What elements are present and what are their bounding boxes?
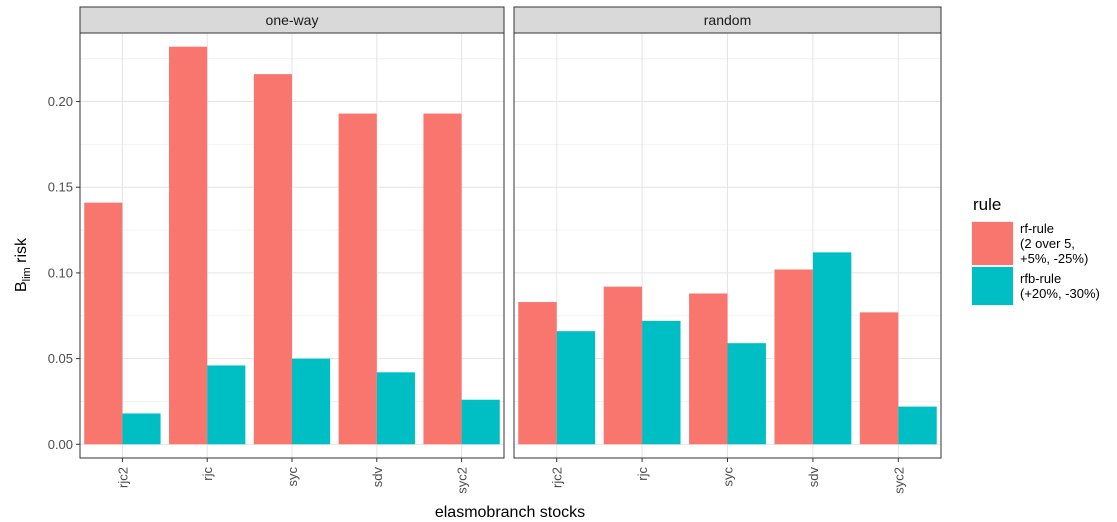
y-axis-title: Blim risk bbox=[13, 237, 33, 292]
x-tick-label: syc2 bbox=[891, 467, 906, 494]
x-axis-title: elasmobranch stocks bbox=[435, 504, 585, 521]
legend-title: rule bbox=[973, 195, 1001, 214]
y-tick-label: 0.20 bbox=[48, 94, 73, 109]
bar-rfb-syc2 bbox=[898, 406, 937, 445]
legend: rule rf-rule(2 over 5,+5%, -25%) rfb-rule… bbox=[971, 195, 1100, 306]
bar-rfb-syc2 bbox=[461, 399, 500, 445]
facet-strip bbox=[513, 6, 942, 34]
facet-strip-label: one-way bbox=[266, 12, 319, 28]
bar-rfb-sdv bbox=[812, 252, 852, 445]
bar-rf-sdv bbox=[338, 113, 377, 445]
bar-rfb-rjc bbox=[642, 320, 681, 445]
bar-rfb-sdv bbox=[376, 372, 415, 445]
bar-rfb-rjc2 bbox=[122, 413, 161, 445]
y-tick-label: 0.05 bbox=[48, 351, 73, 366]
legend-key-rf bbox=[972, 222, 1013, 265]
bar-rfb-rjc2 bbox=[556, 331, 596, 445]
bar-rfb-syc bbox=[292, 358, 331, 445]
y-axis-title-tail: risk bbox=[13, 237, 30, 267]
x-tick-label: rjc bbox=[635, 467, 650, 481]
facet-strip bbox=[79, 6, 505, 34]
x-tick-label: rjc bbox=[200, 467, 215, 481]
x-tick-label: rjc2 bbox=[115, 467, 130, 488]
bar-rf-rjc bbox=[603, 286, 643, 445]
x-tick-label: syc bbox=[285, 467, 300, 487]
bar-rf-sdv bbox=[774, 269, 813, 445]
y-axis-title-subscript: lim bbox=[21, 267, 33, 281]
bar-rf-rjc bbox=[169, 46, 208, 445]
bar-rf-syc2 bbox=[423, 113, 462, 445]
y-axis-title-main: B bbox=[13, 281, 30, 292]
legend-key-rfb bbox=[972, 267, 1013, 305]
bar-rf-syc bbox=[689, 293, 728, 445]
panel-random: random rjc2 rjc syc sdv syc2 bbox=[513, 6, 942, 494]
y-tick-label: 0.00 bbox=[48, 437, 73, 452]
legend-label-rf: rf-rule bbox=[1020, 221, 1054, 236]
x-tick-label: rjc2 bbox=[550, 467, 565, 488]
x-tick-label: sdv bbox=[806, 467, 821, 488]
bar-rf-rjc2 bbox=[518, 302, 557, 445]
bar-rf-syc bbox=[253, 74, 292, 445]
x-tick-label: sdv bbox=[370, 467, 385, 488]
legend-label-rfb: rfb-rule bbox=[1020, 271, 1061, 286]
x-tick-label: syc2 bbox=[455, 467, 470, 494]
x-tick-label: syc bbox=[721, 467, 736, 487]
legend-label-rfb: (+20%, -30%) bbox=[1020, 286, 1100, 301]
bar-rf-rjc2 bbox=[84, 202, 123, 445]
y-tick-label: 0.15 bbox=[48, 180, 73, 195]
bar-rf-syc2 bbox=[859, 312, 899, 445]
legend-label-rf: +5%, -25%) bbox=[1020, 251, 1088, 266]
legend-label-rf: (2 over 5, bbox=[1020, 236, 1075, 251]
y-tick-label: 0.10 bbox=[48, 265, 73, 280]
y-axis: 0.00 0.05 0.10 0.15 0.20 bbox=[48, 94, 80, 452]
panel-one-way: one-way rjc2 rjc syc sdv syc2 bbox=[79, 6, 505, 494]
bar-rfb-syc bbox=[727, 343, 766, 445]
bar-rfb-rjc bbox=[207, 365, 246, 445]
facet-strip-label: random bbox=[704, 12, 751, 28]
panels-layer: one-way rjc2 rjc syc sdv syc2 random rjc2 rjc syc… bbox=[79, 6, 942, 494]
